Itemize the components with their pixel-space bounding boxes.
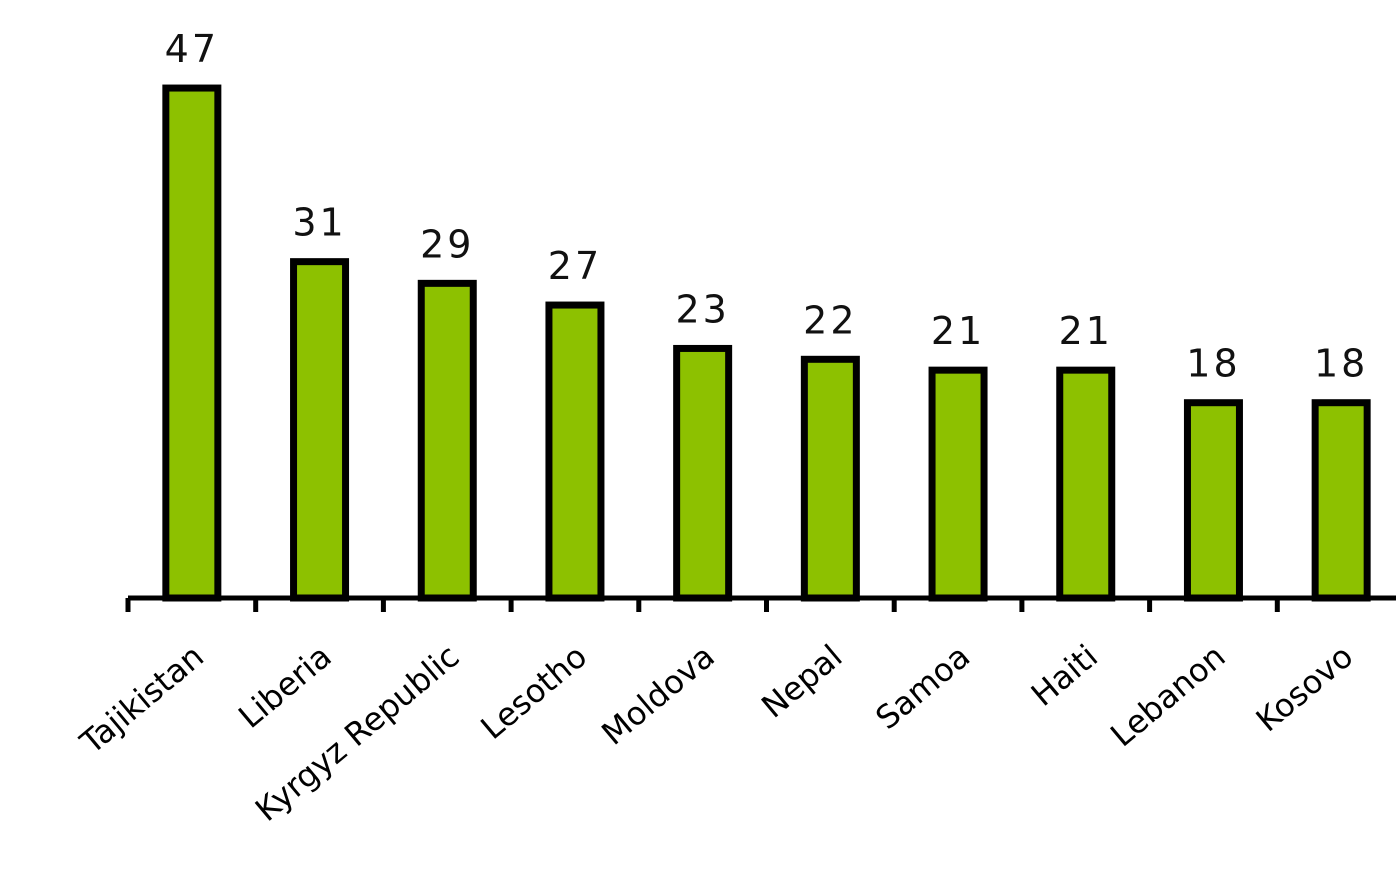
data-label: 27 xyxy=(548,244,602,288)
data-label: 31 xyxy=(292,201,346,245)
data-label: 18 xyxy=(1314,342,1368,386)
bar-lesotho xyxy=(545,301,605,602)
data-label: 23 xyxy=(675,287,729,331)
value-labels-group: 47 31 29 27 23 22 21 21 18 18 xyxy=(165,27,1368,386)
data-label: 18 xyxy=(1186,342,1240,386)
category-label: Moldova xyxy=(594,637,721,753)
category-label: Lesotho xyxy=(473,637,594,747)
category-label: Haiti xyxy=(1024,637,1105,714)
bar-kyrgyz-republic xyxy=(417,279,477,602)
bar-liberia xyxy=(290,258,350,602)
data-label: 21 xyxy=(1059,309,1113,353)
bar-moldova xyxy=(673,344,733,602)
bar-tajikistan xyxy=(162,84,222,602)
category-label: Samoa xyxy=(868,637,977,737)
category-label: Nepal xyxy=(754,637,849,726)
data-label: 22 xyxy=(803,298,857,342)
bar-nepal xyxy=(800,355,860,602)
bar-haiti xyxy=(1056,366,1116,602)
data-label: 21 xyxy=(931,309,985,353)
category-label: Kosovo xyxy=(1249,637,1361,739)
bar-lebanon xyxy=(1183,399,1243,602)
data-label: 47 xyxy=(165,27,219,71)
category-label: Lebanon xyxy=(1103,637,1232,754)
x-axis xyxy=(125,595,1396,612)
data-label: 29 xyxy=(420,222,474,266)
category-label: Liberia xyxy=(231,637,338,736)
category-label: Tajikistan xyxy=(72,637,211,762)
bar-kosovo xyxy=(1311,399,1371,602)
bar-samoa xyxy=(928,366,988,602)
